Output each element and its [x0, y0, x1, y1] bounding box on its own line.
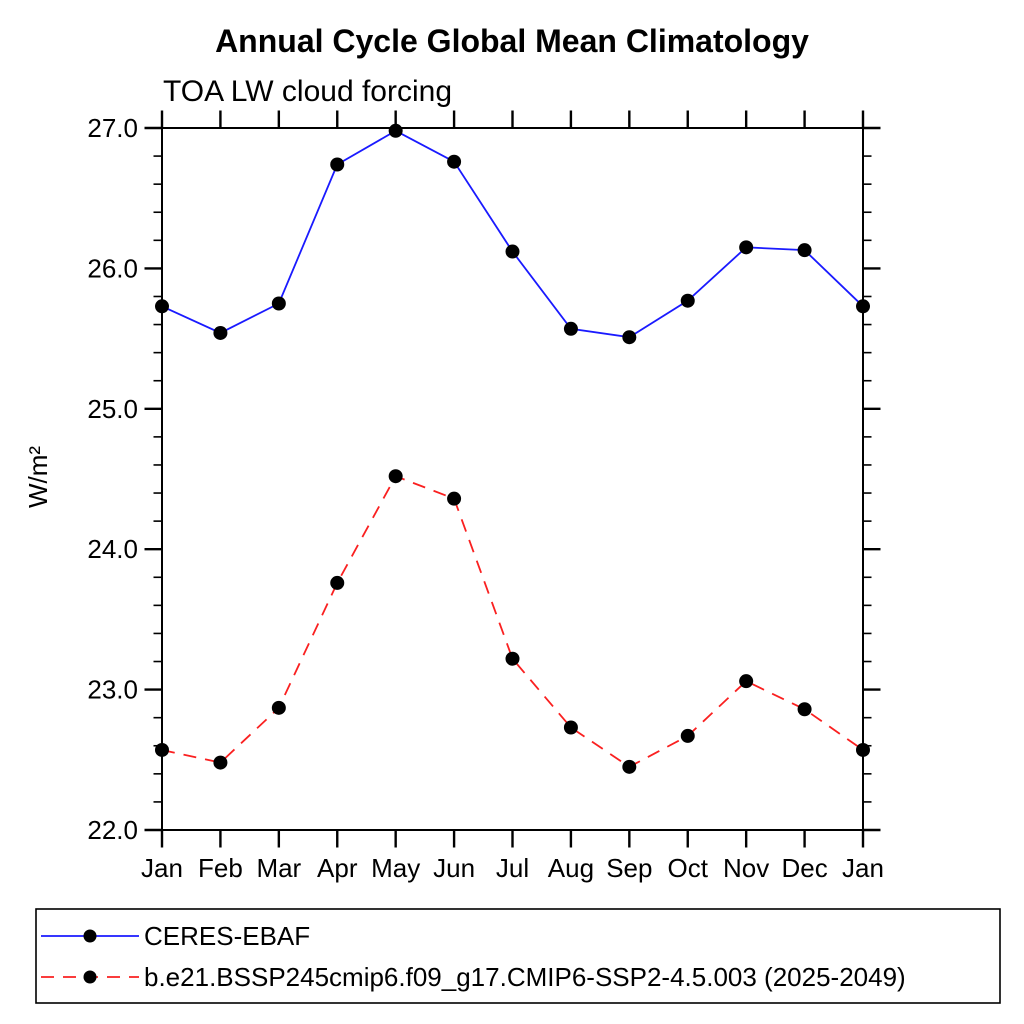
legend-sample-marker [83, 970, 97, 984]
x-tick-label: May [371, 853, 420, 883]
x-tick-label: Sep [606, 853, 652, 883]
x-tick-label: Feb [198, 853, 243, 883]
data-point-marker [155, 299, 169, 314]
data-point-marker [271, 700, 286, 715]
data-point-marker [388, 469, 403, 484]
legend-sample-marker [83, 929, 97, 943]
x-tick-label: Nov [723, 853, 769, 883]
y-tick-label: 23.0 [87, 675, 138, 705]
data-point-marker [271, 296, 286, 311]
data-point-marker [505, 651, 520, 666]
x-tick-label: Jan [141, 853, 183, 883]
data-point-marker [388, 123, 403, 138]
data-point-marker [213, 325, 228, 340]
chart-title: Annual Cycle Global Mean Climatology [215, 23, 809, 59]
data-series [155, 123, 870, 774]
series-line-1 [161, 475, 864, 768]
data-point-marker [622, 330, 637, 345]
data-point-marker [155, 742, 169, 757]
data-point-marker [563, 720, 578, 735]
legend: CERES-EBAF b.e21.BSSP245cmip6.f09_g17.CMI… [35, 908, 1001, 1004]
x-tick-label: Dec [781, 853, 827, 883]
legend-item: b.e21.BSSP245cmip6.f09_g17.CMIP6-SSP2-4.… [41, 962, 906, 992]
data-point-marker [856, 742, 870, 757]
data-point-marker [680, 728, 695, 743]
data-point-marker [739, 240, 754, 255]
data-point-marker [797, 702, 812, 717]
x-tick-label: Jun [433, 853, 475, 883]
y-tick-label: 26.0 [87, 253, 138, 283]
legend-item-label: CERES-EBAF [144, 921, 310, 951]
data-point-marker [330, 157, 345, 172]
data-point-marker [797, 243, 812, 258]
axes: 22.0 23.0 24.0 25.0 26.0 27.0 Jan Feb Mar Apr May J… [87, 110, 884, 883]
data-point-marker [447, 154, 462, 169]
y-tick-label: 27.0 [87, 113, 138, 143]
data-point-marker [563, 321, 578, 336]
y-tick-label: 24.0 [87, 534, 138, 564]
x-tick-label: Mar [256, 853, 301, 883]
y-axis-label: W/m² [23, 446, 53, 508]
legend-item-label: b.e21.BSSP245cmip6.f09_g17.CMIP6-SSP2-4.… [144, 962, 906, 992]
series-line-0 [161, 129, 864, 339]
x-tick-label: Jan [842, 853, 884, 883]
legend-item: CERES-EBAF [41, 921, 310, 951]
data-point-marker [680, 293, 695, 308]
chart-subtitle: TOA LW cloud forcing [163, 75, 452, 108]
data-point-marker [330, 575, 345, 590]
data-point-marker [213, 755, 228, 770]
data-point-marker [856, 299, 870, 314]
legend-box [35, 908, 1001, 1004]
data-point-marker [505, 244, 520, 259]
data-point-marker [739, 674, 754, 689]
x-tick-label: Apr [317, 853, 358, 883]
y-tick-label: 22.0 [87, 815, 138, 845]
x-tick-label: Aug [548, 853, 594, 883]
data-point-marker [447, 491, 462, 506]
y-tick-label: 25.0 [87, 394, 138, 424]
x-tick-label: Jul [496, 853, 529, 883]
x-tick-label: Oct [668, 853, 709, 883]
data-point-marker [622, 759, 637, 774]
